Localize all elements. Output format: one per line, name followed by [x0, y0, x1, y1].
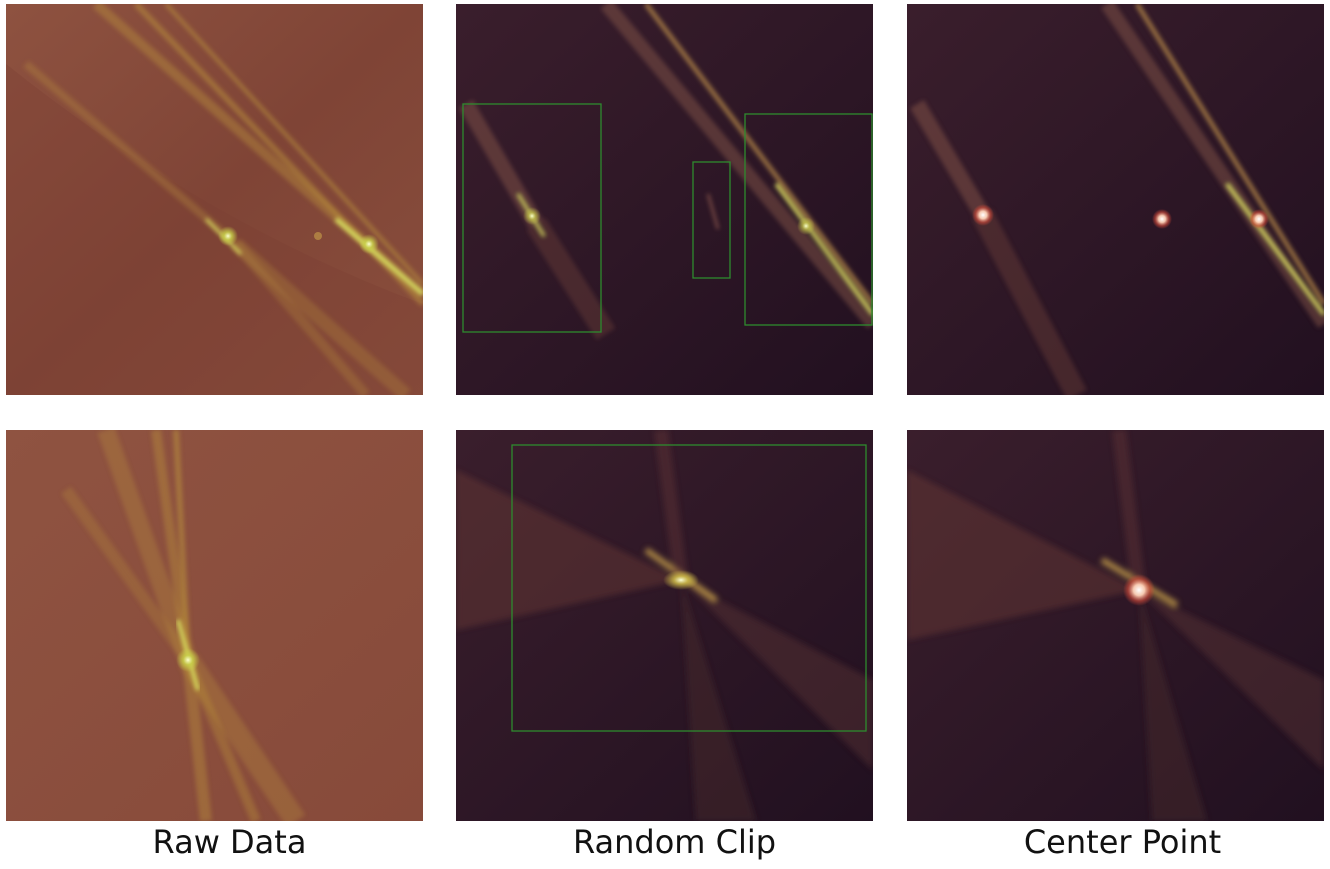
crop-box — [744, 113, 873, 326]
crop-boxes — [462, 103, 873, 333]
crop-box — [511, 444, 867, 732]
row2-raw-data-image — [6, 430, 423, 821]
center-point — [972, 204, 994, 226]
column-label-raw-data: Raw Data — [152, 823, 307, 861]
center-point — [1152, 209, 1172, 229]
row2-random-clip-image — [456, 430, 873, 821]
crop-box — [692, 161, 731, 279]
row1-raw-data-image — [6, 4, 423, 395]
center-point — [1249, 209, 1269, 229]
center-point — [1123, 574, 1155, 606]
row1-center-point-image — [907, 4, 1324, 395]
row1-random-clip-image — [456, 4, 873, 395]
column-label-center-point: Center Point — [1023, 823, 1222, 861]
row2-center-point-image — [907, 430, 1324, 821]
column-label-random-clip: Random Clip — [572, 823, 777, 861]
crop-box — [462, 103, 602, 333]
